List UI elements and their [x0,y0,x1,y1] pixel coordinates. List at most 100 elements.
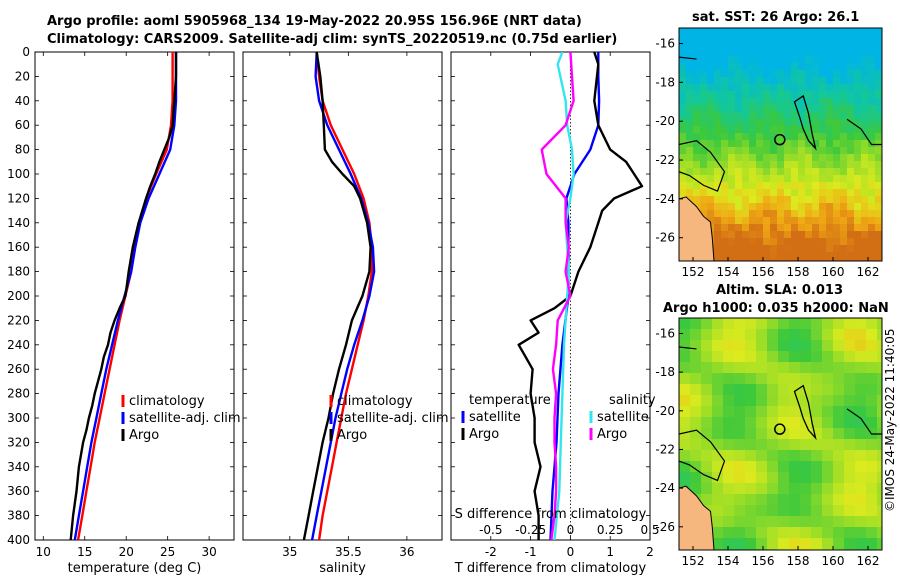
map-y-tick-label: -16 [655,326,675,340]
map-x-tick-label: 160 [822,554,845,568]
reef-outline [793,94,817,151]
y-tick-label: 360 [7,484,30,498]
y-tick-label: 120 [7,191,30,205]
y-tick-label: 200 [7,289,30,303]
map-x-tick-label: 162 [857,554,880,568]
x-axis-label: T difference from climatology [454,561,647,576]
x2-tick-label: -0.25 [515,523,546,537]
y-tick-label: 340 [7,460,30,474]
x2-tick-label: 0 [567,523,575,537]
land-mass [679,485,715,550]
y-tick-label: 80 [15,143,30,157]
x2-tick-label: 0.25 [597,523,624,537]
x-tick-label: 10 [36,545,51,559]
reef-outline [846,118,882,146]
map-x-tick-label: 152 [682,265,705,279]
series-line-argo [69,52,178,540]
y-tick-label: 60 [15,118,30,132]
x-axis-label: temperature (deg C) [68,561,202,576]
x-tick-label: 0 [567,545,575,559]
x-tick-label: 35 [282,545,297,559]
series-line-temperature-argo [517,52,644,540]
legend-label: Argo [129,428,159,443]
series-line-argo [302,52,372,540]
x-tick-label: 15 [77,545,92,559]
x2-tick-label: -0.5 [479,523,502,537]
profile-title-line1: Argo profile: aoml 5905968_134 19-May-20… [47,14,582,29]
y-tick-label: 180 [7,265,30,279]
reef-outline [846,408,882,435]
map-x-tick-label: 154 [717,554,740,568]
x-tick-label: 20 [119,545,134,559]
panel-temperature [34,51,235,541]
y-tick-label: 140 [7,216,30,230]
legend-label: satellite-adj. clim [337,411,449,426]
y-tick-label: 240 [7,338,30,352]
map-y-tick-label: -18 [655,75,675,89]
x2-axis-label: S difference from climatology [455,507,647,522]
legend-title-salinity: salinity [609,393,656,408]
map-y-tick-label: -20 [655,404,675,418]
x2-tick-label: 0.5 [640,523,659,537]
plot-frame [450,51,651,541]
map-x-tick-label: 160 [822,265,845,279]
map-frame [678,27,883,262]
profile-title-line2: Climatology: CARS2009. Satellite-adj cli… [47,32,618,47]
altim-title-line2: Argo h1000: 0.035 h2000: NaN [663,301,889,316]
argo-position-marker [774,423,786,435]
altim-title-line1: Altim. SLA: 0.013 [716,283,843,298]
y-tick-label: 20 [15,69,30,83]
y-tick-label: 160 [7,240,30,254]
y-tick-label: 280 [7,387,30,401]
legend-title-temperature: temperature [469,393,551,408]
reef-outline [793,384,817,441]
map-y-tick-label: -16 [655,37,675,51]
x-tick-label: 36 [399,545,414,559]
series-line-salinity-satellite [553,52,575,540]
map-x-tick-label: 162 [857,265,880,279]
series-line-salinity-argo [540,52,575,540]
x-tick-label: 25 [160,545,175,559]
legend-label: climatology [337,394,413,409]
map-x-tick-label: 152 [682,554,705,568]
panel-salinity [242,51,443,541]
y-tick-label: 400 [7,533,30,547]
map-x-tick-label: 156 [752,554,775,568]
reef-outline [679,139,726,192]
map-sla_map [678,317,883,551]
map-field [679,28,882,261]
map-y-tick-label: -24 [655,192,675,206]
y-tick-label: 300 [7,411,30,425]
y-tick-label: 0 [22,45,30,59]
panel-difference [450,51,651,541]
map-y-tick-label: -18 [655,365,675,379]
legend-label: Argo [337,428,367,443]
y-tick-label: 380 [7,509,30,523]
y-tick-label: 40 [15,94,30,108]
x-tick-label: -2 [485,545,497,559]
map-x-tick-label: 154 [717,265,740,279]
legend-label: satellite [469,410,521,425]
legend-label: Argo [469,427,499,442]
map-x-tick-label: 156 [752,265,775,279]
land-mass [679,196,715,261]
legend-label: Argo [597,427,627,442]
x-tick-label: -1 [525,545,537,559]
x-tick-label: 35.5 [335,545,362,559]
x-axis-label: salinity [319,561,366,576]
plot-frame [34,51,235,541]
map-frame [678,317,883,551]
y-tick-label: 220 [7,313,30,327]
legend-label: satellite [597,410,649,425]
map-x-tick-label: 158 [787,265,810,279]
map-x-tick-label: 158 [787,554,810,568]
map-y-tick-label: -26 [655,231,675,245]
reef-outline [679,56,697,60]
legend-label: satellite-adj. clim [129,411,241,426]
map-y-tick-label: -24 [655,481,675,495]
reef-outline [679,346,697,350]
map-y-tick-label: -22 [655,442,675,456]
y-tick-label: 100 [7,167,30,181]
legend-label: climatology [129,394,205,409]
